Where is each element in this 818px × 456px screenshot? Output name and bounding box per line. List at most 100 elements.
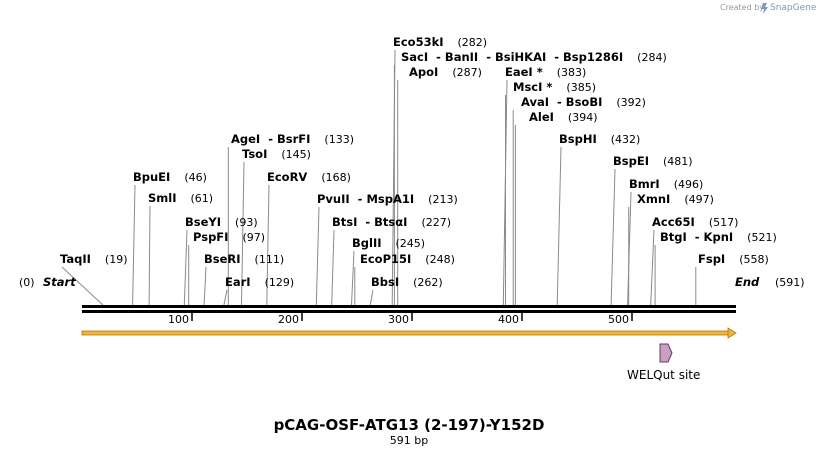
site-position: (245) <box>396 237 426 250</box>
site-name[interactable]: EcoRV <box>267 170 307 184</box>
site-position: (111) <box>255 253 285 266</box>
site-name[interactable]: BglII <box>352 236 382 250</box>
site-position: (213) <box>428 193 458 206</box>
welqut-feature[interactable]: WELQut site <box>627 343 700 382</box>
site-label-taqii[interactable]: TaqII (19) <box>60 252 128 266</box>
start-label: Start <box>43 275 76 289</box>
site-position: (521) <box>747 231 777 244</box>
site-label-smli[interactable]: SmlI (61) <box>148 191 213 205</box>
site-name[interactable]: SmlI <box>148 191 177 205</box>
site-leader-btsi <box>331 229 335 306</box>
site-name[interactable]: ApoI <box>409 65 438 79</box>
site-label-bbsi[interactable]: BbsI (262) <box>371 275 443 289</box>
backbone-strand-top <box>82 305 736 308</box>
dna-backbone <box>82 305 736 313</box>
site-label-xmni[interactable]: XmnI (497) <box>637 192 714 206</box>
site-label-apoi[interactable]: ApoI (287) <box>409 65 482 79</box>
site-name[interactable]: FspI <box>698 252 725 266</box>
site-label-bspei[interactable]: BspEI (481) <box>613 154 693 168</box>
site-name[interactable]: EaeI * <box>505 65 543 79</box>
site-label-ecorv[interactable]: EcoRV (168) <box>267 170 351 184</box>
site-label-btsi[interactable]: BtsI - BtsαI (227) <box>332 215 451 229</box>
site-leader-bbsi <box>369 289 374 306</box>
site-name[interactable]: Acc65I <box>652 215 695 229</box>
site-name[interactable]: SacI - BanII - BsiHKAI - Bsp1286I <box>401 50 623 64</box>
site-name[interactable]: Eco53kI <box>393 35 444 49</box>
site-position: (46) <box>184 171 207 184</box>
site-label-ecop15i[interactable]: EcoP15I (248) <box>360 252 455 266</box>
site-name[interactable]: AleI <box>529 110 554 124</box>
site-leader-bseri <box>203 266 207 306</box>
site-position: (227) <box>421 216 451 229</box>
site-position: (383) <box>557 66 587 79</box>
ruler-tick-label: 100 <box>168 313 189 326</box>
range-arrow-icon <box>727 327 737 339</box>
site-name[interactable]: BseYI <box>185 215 221 229</box>
site-leader-lines <box>61 49 697 306</box>
site-label-bseyi[interactable]: BseYI (93) <box>185 215 258 229</box>
site-position: (97) <box>242 231 265 244</box>
site-leader-taqii <box>61 266 104 306</box>
site-label-msci[interactable]: MscI * (385) <box>513 80 596 94</box>
site-label-bpuei[interactable]: BpuEI (46) <box>133 170 207 184</box>
site-name[interactable]: AgeI - BsrFI <box>231 132 310 146</box>
site-leader-bpuei <box>132 184 136 306</box>
site-name[interactable]: PvuII - MspA1I <box>317 192 414 206</box>
snapgene-brand: SnapGene <box>770 3 817 13</box>
site-label-fspi[interactable]: FspI (558) <box>698 252 769 266</box>
site-name[interactable]: TsoI <box>242 147 267 161</box>
site-label-alei[interactable]: AleI (394) <box>529 110 598 124</box>
site-label-bseri[interactable]: BseRI (111) <box>204 252 284 266</box>
site-name[interactable]: BbsI <box>371 275 399 289</box>
feature-arrow-icon[interactable] <box>659 343 673 363</box>
site-name[interactable]: BmrI <box>629 177 660 191</box>
site-label-tsoi[interactable]: TsoI (145) <box>242 147 311 161</box>
site-position: (517) <box>709 216 739 229</box>
site-label-pvuii[interactable]: PvuII - MspA1I (213) <box>317 192 458 206</box>
plasmid-name: pCAG-OSF-ATG13 (2-197)-Y152D <box>274 416 545 434</box>
site-position: (133) <box>324 133 354 146</box>
site-name[interactable]: BspHI <box>559 132 597 146</box>
site-name[interactable]: PspFI <box>193 230 228 244</box>
site-leader-tsoi <box>241 161 245 306</box>
site-position: (497) <box>684 193 714 206</box>
site-name[interactable]: XmnI <box>637 192 670 206</box>
site-label-bglii[interactable]: BglII (245) <box>352 236 425 250</box>
site-leader-smli <box>148 205 151 306</box>
site-name[interactable]: BtgI - KpnI <box>660 230 733 244</box>
site-name[interactable]: EcoP15I <box>360 252 411 266</box>
site-name[interactable]: MscI * <box>513 80 552 94</box>
site-label-eari[interactable]: EarI (129) <box>225 275 294 289</box>
site-leader-bspei <box>610 168 616 306</box>
site-label-acc65i[interactable]: Acc65I (517) <box>652 215 738 229</box>
site-leader-eari <box>223 289 228 306</box>
site-label-btgi[interactable]: BtgI - KpnI (521) <box>660 230 777 244</box>
end-position: (591) <box>775 276 805 289</box>
site-position: (145) <box>281 148 311 161</box>
site-name[interactable]: BseRI <box>204 252 241 266</box>
site-position: (168) <box>321 171 351 184</box>
site-name[interactable]: TaqII <box>60 252 91 266</box>
site-name[interactable]: BspEI <box>613 154 649 168</box>
site-position: (129) <box>265 276 295 289</box>
site-label-bmri[interactable]: BmrI (496) <box>629 177 703 191</box>
site-position: (19) <box>105 253 128 266</box>
site-name[interactable]: BtsI - BtsαI <box>332 215 407 229</box>
site-label-bsphi[interactable]: BspHI (432) <box>559 132 640 146</box>
start-position: (0) <box>19 276 35 289</box>
site-name[interactable]: BpuEI <box>133 170 170 184</box>
site-label-agei[interactable]: AgeI - BsrFI (133) <box>231 132 354 146</box>
site-label-saci[interactable]: SacI - BanII - BsiHKAI - Bsp1286I (284) <box>401 50 667 64</box>
site-leader-bsphi <box>556 146 562 306</box>
site-leader-pvuii <box>315 206 320 306</box>
ruler: 100 200 300 400 500 <box>168 313 633 326</box>
site-label-avai[interactable]: AvaI - BsoBI (392) <box>521 95 646 109</box>
site-name[interactable]: EarI <box>225 275 251 289</box>
site-label-eco53ki[interactable]: Eco53kI (282) <box>393 35 487 49</box>
site-name[interactable]: AvaI - BsoBI <box>521 95 602 109</box>
site-label-pspfi[interactable]: PspFI (97) <box>193 230 265 244</box>
site-label-eaei[interactable]: EaeI * (383) <box>505 65 586 79</box>
feature-label[interactable]: WELQut site <box>627 368 700 382</box>
site-position: (93) <box>235 216 258 229</box>
